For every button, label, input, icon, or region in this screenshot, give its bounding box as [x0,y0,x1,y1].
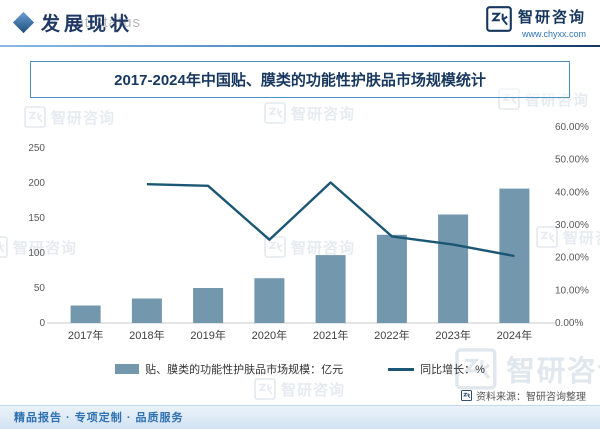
line-series-label: 同比增长：% [420,364,485,376]
watermark-text: 智研咨询 [51,109,116,127]
watermark-text: 智研咨询 [291,105,356,123]
brand: 智研咨询 www.chyxx.com [486,6,586,39]
watermark-text: 智研咨询 [291,239,356,257]
watermark-text: 智研咨询 [13,239,78,257]
legend-item-line: 同比增长：% [388,361,485,377]
svg-text:10.00%: 10.00% [555,285,589,296]
svg-text:30.00%: 30.00% [555,220,589,231]
section-diamond-icon [12,11,35,34]
svg-text:0: 0 [39,318,45,329]
header-divider [0,45,600,47]
watermark-logo-icon [254,378,276,400]
svg-text:50: 50 [34,283,46,294]
svg-text:0.00%: 0.00% [555,318,583,329]
svg-text:20.00%: 20.00% [555,253,589,264]
svg-text:2021年: 2021年 [313,328,348,342]
svg-text:40.00%: 40.00% [555,187,589,198]
watermark: 智研咨询 [264,102,355,124]
svg-text:2024年: 2024年 [497,328,532,342]
footer-bar: 精品报告 · 专项定制 · 品质服务 [0,405,600,429]
watermark-logo-icon [24,106,46,128]
svg-text:2017年: 2017年 [68,328,103,342]
header-watermark-text: ent status [66,14,142,31]
brand-logo-icon [486,6,512,32]
svg-text:50.00%: 50.00% [555,155,589,166]
watermark-text: 智研咨询 [281,381,346,399]
source-note: 资料来源：智研咨询整理 [461,388,586,403]
svg-text:2020年: 2020年 [252,328,287,342]
watermark: 智研咨询 [536,226,600,248]
watermark-logo-icon [0,236,8,258]
svg-text:2022年: 2022年 [374,328,409,342]
market-size-chart: 0 50 100 150 200 250 0.00% 10.00% 20.00% 30.00% 40… [0,106,600,366]
watermark: 智研咨询 [254,378,345,400]
brand-text: 智研咨询 www.chyxx.com [518,6,586,39]
svg-text:250: 250 [28,143,45,154]
watermark: 智研咨询 [264,236,355,258]
header-left: ent status 发展现状 [12,0,140,45]
legend-item-bar: 贴、膜类的功能性护肤品市场规模：亿元 [115,361,343,377]
brand-url: www.chyxx.com [521,29,586,39]
section-title: 发展现状 [41,14,134,35]
watermark-logo-icon [455,348,497,390]
watermark-corner: 智研咨询 [455,348,600,390]
svg-text:2023年: 2023年 [435,328,470,342]
chart-legend: 贴、膜类的功能性护肤品市场规模：亿元 同比增长：% [0,361,600,377]
svg-text:2019年: 2019年 [190,328,225,342]
source-text: 资料来源：智研咨询整理 [476,392,586,403]
header: ent status 发展现状 智研咨询 www.chyxx.com [0,0,600,45]
chart-title: 2017-2024年中国贴、膜类的功能性护肤品市场规模统计 [114,72,486,89]
svg-text:100: 100 [28,248,45,259]
watermark: 智研咨询 [0,236,77,258]
watermark-text: 智研咨询 [506,354,600,387]
source-logo-icon [461,390,472,401]
watermark-logo-icon [264,102,286,124]
svg-text:60.00%: 60.00% [555,122,589,133]
bar-series-label: 贴、膜类的功能性护肤品市场规模：亿元 [145,364,344,376]
line-series-swatch [388,367,415,371]
bar-series-swatch [115,364,140,374]
svg-text:200: 200 [28,178,45,189]
chart-title-box: 2017-2024年中国贴、膜类的功能性护肤品市场规模统计 [30,61,570,98]
footer-slogan: 精品报告 · 专项定制 · 品质服务 [14,412,184,424]
svg-text:2018年: 2018年 [129,328,164,342]
watermark-logo-icon [264,236,286,258]
watermark-text: 智研咨询 [563,229,600,247]
watermark: 智研咨询 [24,106,115,128]
svg-text:150: 150 [28,213,45,224]
watermark-logo-icon [536,226,558,248]
brand-name: 智研咨询 [517,9,586,26]
